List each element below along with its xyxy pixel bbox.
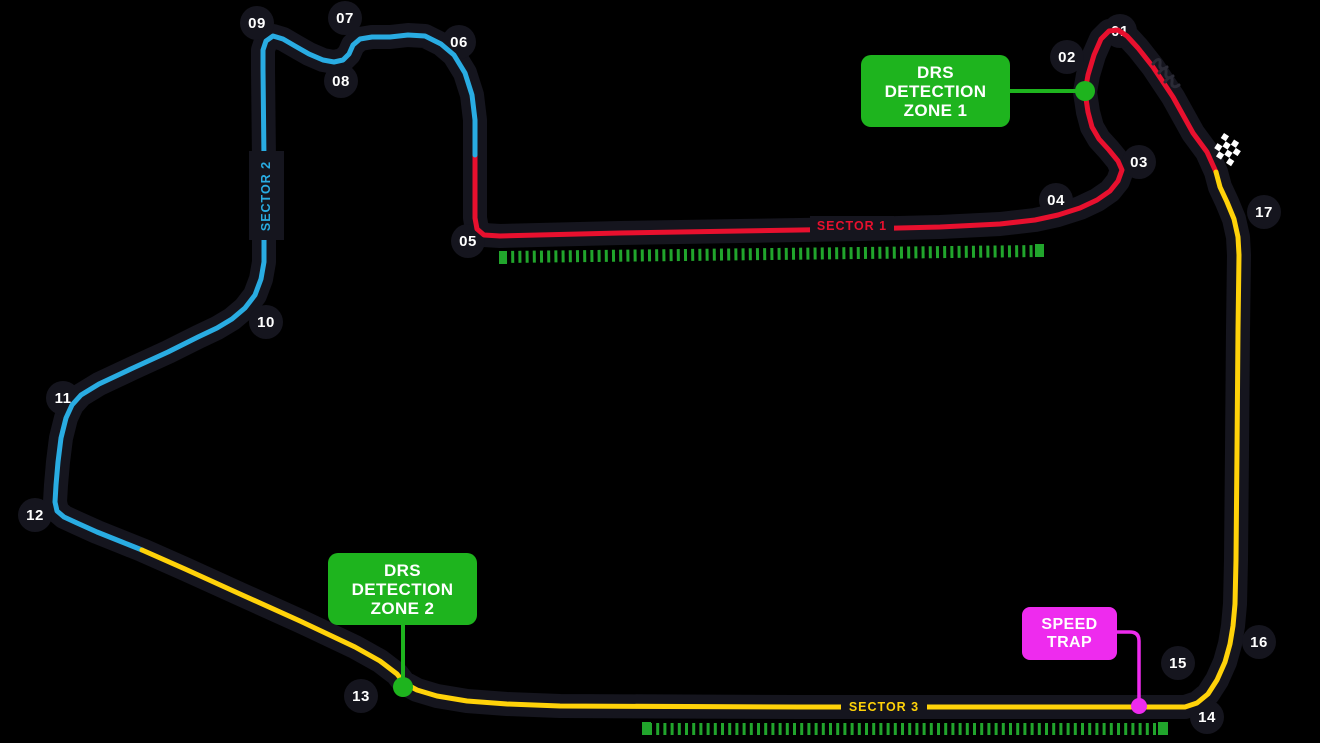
corner-marker: 03 xyxy=(1122,145,1156,179)
corner-label: 03 xyxy=(1130,154,1148,171)
corner-label: 13 xyxy=(352,688,370,705)
track-outline xyxy=(43,18,1251,719)
corner-label: 05 xyxy=(459,233,477,250)
corner-label: 14 xyxy=(1198,709,1216,726)
corner-label: 02 xyxy=(1058,49,1076,66)
corner-markers: 01 02 03 04 05 06 07 08 09 10 11 12 13 1… xyxy=(18,1,1281,734)
checkered-flag-icon xyxy=(1214,133,1241,167)
drs-detection-zone-2-callout: DRS DETECTION ZONE 2 xyxy=(328,553,477,625)
corner-label: 15 xyxy=(1169,655,1187,672)
corner-marker: 11 xyxy=(46,381,80,415)
corner-marker: 17 xyxy=(1247,195,1281,229)
corner-label: 17 xyxy=(1255,204,1273,221)
drs-detection-point-1 xyxy=(1075,81,1095,101)
corner-label: 16 xyxy=(1250,634,1268,651)
corner-label: 12 xyxy=(26,507,44,524)
corner-marker: 13 xyxy=(344,679,378,713)
corner-label: 04 xyxy=(1047,192,1065,209)
corner-label: 06 xyxy=(450,34,468,51)
drs1-line2: DETECTION xyxy=(884,81,987,101)
sector1-line xyxy=(472,27,1219,239)
sector1-label: SECTOR 1 xyxy=(810,216,894,236)
corner-marker: 02 xyxy=(1050,40,1084,74)
corner-marker: 14 xyxy=(1190,700,1224,734)
corner-marker: 10 xyxy=(249,305,283,339)
speed-trap-line1: SPEED xyxy=(1041,615,1098,633)
corner-marker: 05 xyxy=(451,224,485,258)
drs-zone-dashes-bottom xyxy=(642,722,1168,735)
drs-detection-point-2 xyxy=(393,677,413,697)
sector2-label-text: SECTOR 2 xyxy=(259,160,274,231)
corner-label: 09 xyxy=(248,15,266,32)
corner-marker: 08 xyxy=(324,64,358,98)
sector2-label: SECTOR 2 xyxy=(249,151,284,240)
corner-label: 11 xyxy=(55,390,72,407)
sector1-label-text: SECTOR 1 xyxy=(816,219,888,233)
corner-label: 10 xyxy=(257,314,275,331)
corner-marker: 07 xyxy=(328,1,362,35)
corner-label: 07 xyxy=(336,10,354,27)
speed-trap-point xyxy=(1131,698,1147,714)
skid-marks-icon xyxy=(1151,58,1181,89)
drs2-line2: DETECTION xyxy=(351,579,454,599)
drs2-line1: DRS xyxy=(383,560,422,580)
sector3-line xyxy=(139,169,1242,710)
drs1-line3: ZONE 1 xyxy=(903,100,968,120)
corner-marker: 06 xyxy=(442,25,476,59)
speed-trap-connector xyxy=(1115,630,1141,699)
corner-marker: 09 xyxy=(240,6,274,40)
speed-trap-line2: TRAP xyxy=(1046,633,1093,651)
drs2-line3: ZONE 2 xyxy=(370,598,435,618)
sector3-label-text: SECTOR 3 xyxy=(848,700,920,714)
sector3-label: SECTOR 3 xyxy=(841,697,927,717)
corner-marker: 16 xyxy=(1242,625,1276,659)
drs-zone-dashes-top xyxy=(499,244,1044,264)
corner-marker: 04 xyxy=(1039,183,1073,217)
corner-marker: 12 xyxy=(18,498,52,532)
corner-label: 08 xyxy=(332,73,350,90)
speed-trap-callout: SPEED TRAP xyxy=(1022,607,1117,660)
drs1-line1: DRS xyxy=(916,62,955,82)
drs-detection-zone-1-callout: DRS DETECTION ZONE 1 xyxy=(861,55,1010,127)
corner-marker: 15 xyxy=(1161,646,1195,680)
